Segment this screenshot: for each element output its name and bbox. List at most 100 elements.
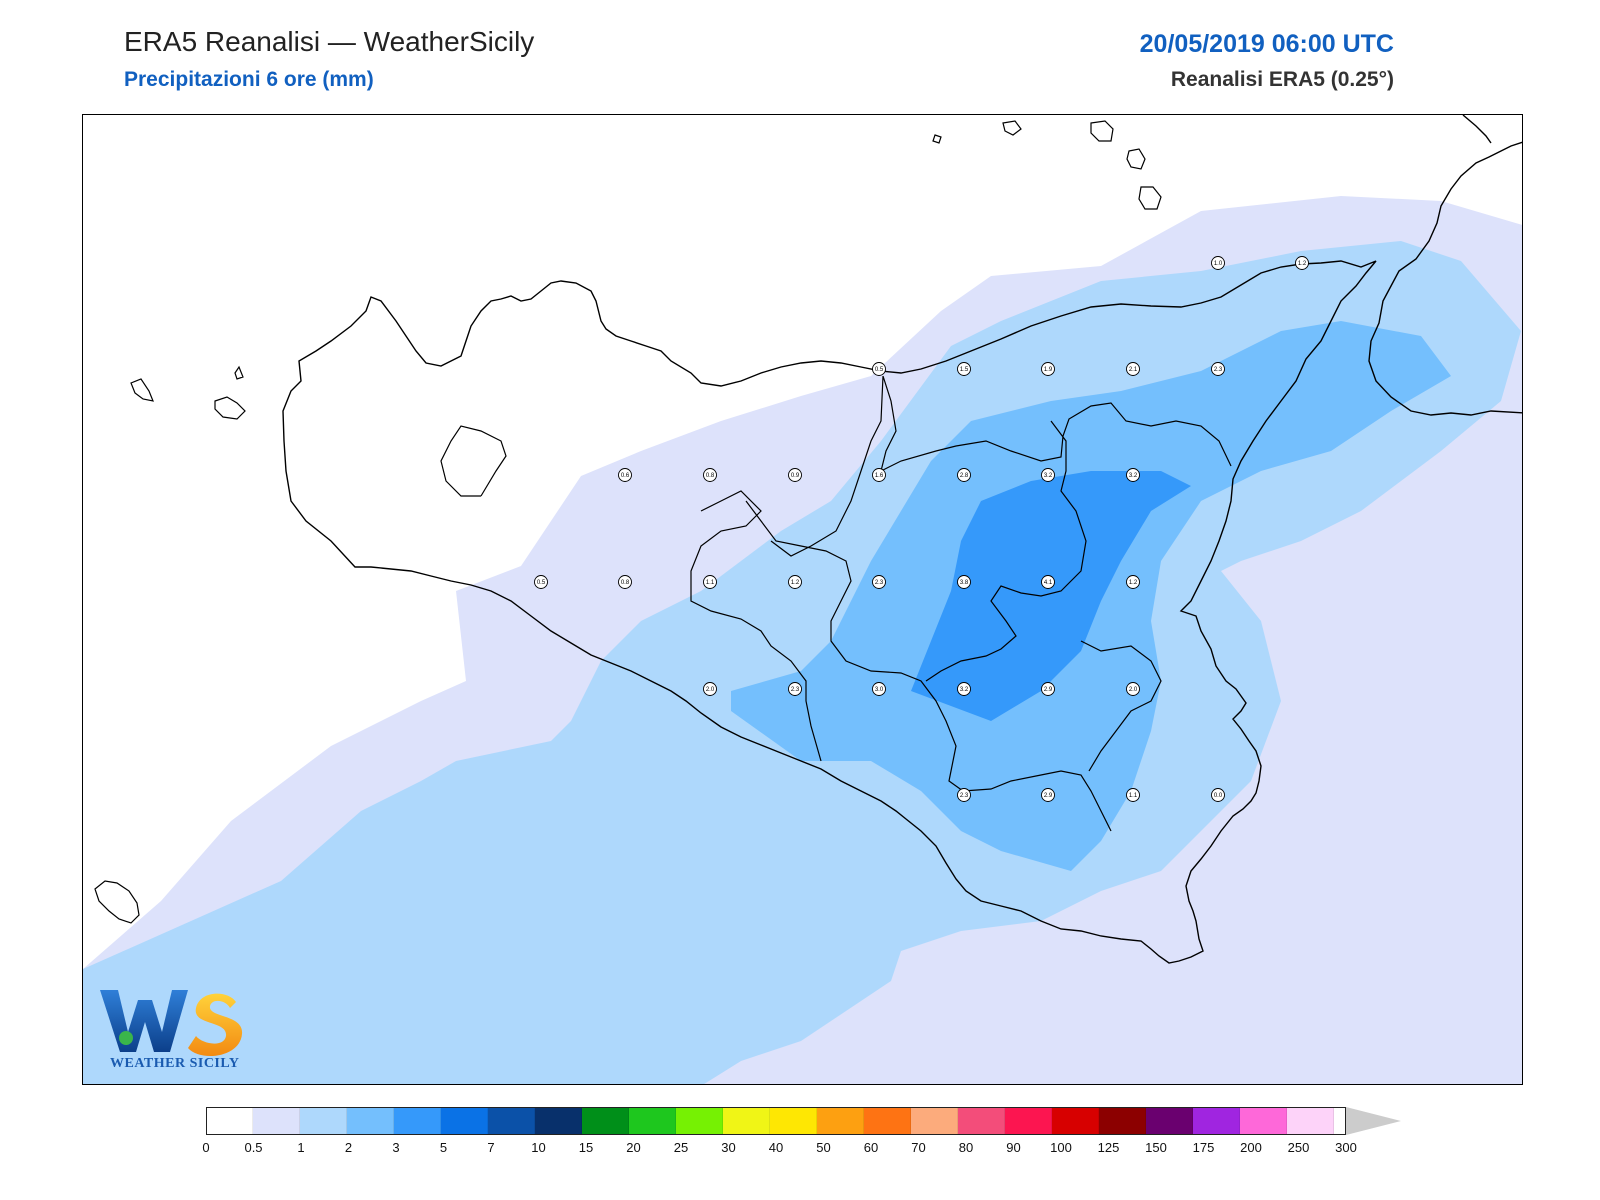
station-value: 1.1: [706, 580, 715, 586]
station-value: 2.0: [706, 687, 715, 693]
colorbar-tick-label: 125: [1097, 1140, 1120, 1155]
colorbar-tick-label: 60: [863, 1140, 879, 1155]
station-value: 2.3: [875, 580, 884, 586]
colorbar-tick-label: 25: [673, 1140, 689, 1155]
station-marker: 0.8: [703, 468, 717, 482]
station-circle: [1041, 575, 1055, 589]
egadi-islands: [130, 365, 246, 420]
station-circle: [1126, 682, 1140, 696]
colorbar-swatch: [582, 1107, 629, 1135]
colorbar-swatch: [1052, 1107, 1099, 1135]
station-marker: 1.2: [788, 575, 802, 589]
station-marker: 1.0: [1211, 256, 1225, 270]
station-circle: [872, 362, 886, 376]
station-value: 1.2: [791, 580, 800, 586]
colorbar-tick-label: 15: [578, 1140, 594, 1155]
station-value: 1.2: [1129, 580, 1138, 586]
colorbar-tick-label: 2: [344, 1140, 353, 1155]
station-circle: [788, 682, 802, 696]
station-value: 2.3: [960, 793, 969, 799]
station-circle: [1126, 575, 1140, 589]
colorbar-swatch: [1099, 1107, 1146, 1135]
colorbar-tick-label: 150: [1145, 1140, 1167, 1155]
weather-sicily-logo: WEATHER SICILY: [96, 982, 256, 1074]
colorbar-swatch: [1005, 1107, 1052, 1135]
colorbar-swatch: [535, 1107, 582, 1135]
station-value: 1.6: [875, 473, 884, 479]
colorbar-swatch: [1240, 1107, 1287, 1135]
colorbar-tick-label: 80: [958, 1140, 974, 1155]
station-value: 0.0: [1214, 793, 1223, 799]
station-value: 0.9: [791, 473, 800, 479]
eolie-islands: [932, 120, 1162, 210]
colorbar-swatch: [300, 1107, 347, 1135]
station-value: 0.8: [621, 580, 630, 586]
station-circle: [872, 575, 886, 589]
station-circle: [1041, 468, 1055, 482]
colorbar-swatch: [723, 1107, 770, 1135]
colorbar-swatch: [253, 1107, 300, 1135]
colorbar-tick-label: 300: [1335, 1140, 1357, 1155]
colorbar-tick-label: 7: [487, 1140, 495, 1155]
station-circle: [957, 468, 971, 482]
station-circle: [618, 575, 632, 589]
station-value: 0.8: [706, 473, 715, 479]
station-circle: [1126, 468, 1140, 482]
station-marker: 1.5: [957, 362, 971, 376]
station-value: 1.1: [1129, 793, 1138, 799]
station-circle: [957, 362, 971, 376]
station-circle: [1041, 362, 1055, 376]
colorbar-swatch: [206, 1107, 253, 1135]
colorbar-swatch: [629, 1107, 676, 1135]
station-marker: 1.1: [703, 575, 717, 589]
colorbar-tick-label: 200: [1240, 1140, 1262, 1155]
colorbar-tick-label: 10: [531, 1140, 546, 1155]
station-marker: 0.5: [872, 362, 886, 376]
map-title: ERA5 Reanalisi — WeatherSicily: [124, 26, 535, 57]
station-marker: 1.6: [872, 468, 886, 482]
station-value: 2.0: [1129, 687, 1138, 693]
station-marker: 2.0: [1126, 682, 1140, 696]
colorbar-swatch: [347, 1107, 394, 1135]
colorbar-tick-label: 50: [816, 1140, 831, 1155]
station-circle: [703, 575, 717, 589]
colorbar-swatch: [488, 1107, 535, 1135]
station-circle: [534, 575, 548, 589]
map-panel[interactable]: 1.0 1.2 0.5 1.5 1.9 2.1 2.3 0.6 0.8 0.9 1.6 2.8 3.2 3…: [82, 114, 1523, 1085]
station-circle: [957, 682, 971, 696]
ws-logo-icon: [100, 990, 243, 1057]
station-marker: 2.0: [703, 682, 717, 696]
station-circle: [1041, 788, 1055, 802]
colorbar-swatch: [394, 1107, 441, 1135]
colorbar-swatch: [864, 1107, 911, 1135]
colorbar-tick-label: 0: [202, 1140, 210, 1155]
colorbar-swatch: [1287, 1107, 1334, 1135]
station-circle: [618, 468, 632, 482]
station-marker: 1.2: [1295, 256, 1309, 270]
station-value: 3.2: [1129, 473, 1138, 479]
station-value: 1.2: [1298, 261, 1307, 267]
precipitation-colorbar: [206, 1107, 1334, 1135]
station-circle: [703, 468, 717, 482]
station-marker: 1.1: [1126, 788, 1140, 802]
station-marker: 2.8: [957, 468, 971, 482]
station-marker: 0.6: [618, 468, 632, 482]
map-subtitle: Precipitazioni 6 ore (mm): [124, 68, 374, 91]
station-marker: 3.2: [957, 682, 971, 696]
station-value: 3.2: [960, 687, 969, 693]
station-circle: [788, 468, 802, 482]
station-circle: [1126, 788, 1140, 802]
precipitation-map: 1.0 1.2 0.5 1.5 1.9 2.1 2.3 0.6 0.8 0.9 1.6 2.8 3.2 3…: [83, 115, 1522, 1084]
station-value: 2.3: [1214, 367, 1223, 373]
station-value: 4.1: [1044, 580, 1053, 586]
station-circle: [1211, 788, 1225, 802]
colorbar-swatch: [958, 1107, 1005, 1135]
station-markers: 1.0 1.2 0.5 1.5 1.9 2.1 2.3 0.6 0.8 0.9 1.6 2.8 3.2 3…: [534, 256, 1309, 802]
station-marker: 2.9: [1041, 788, 1055, 802]
station-circle: [1041, 682, 1055, 696]
station-value: 1.9: [1044, 367, 1053, 373]
station-circle: [872, 682, 886, 696]
station-value: 1.0: [1214, 261, 1223, 267]
station-marker: 4.1: [1041, 575, 1055, 589]
station-value: 0.5: [537, 580, 546, 586]
